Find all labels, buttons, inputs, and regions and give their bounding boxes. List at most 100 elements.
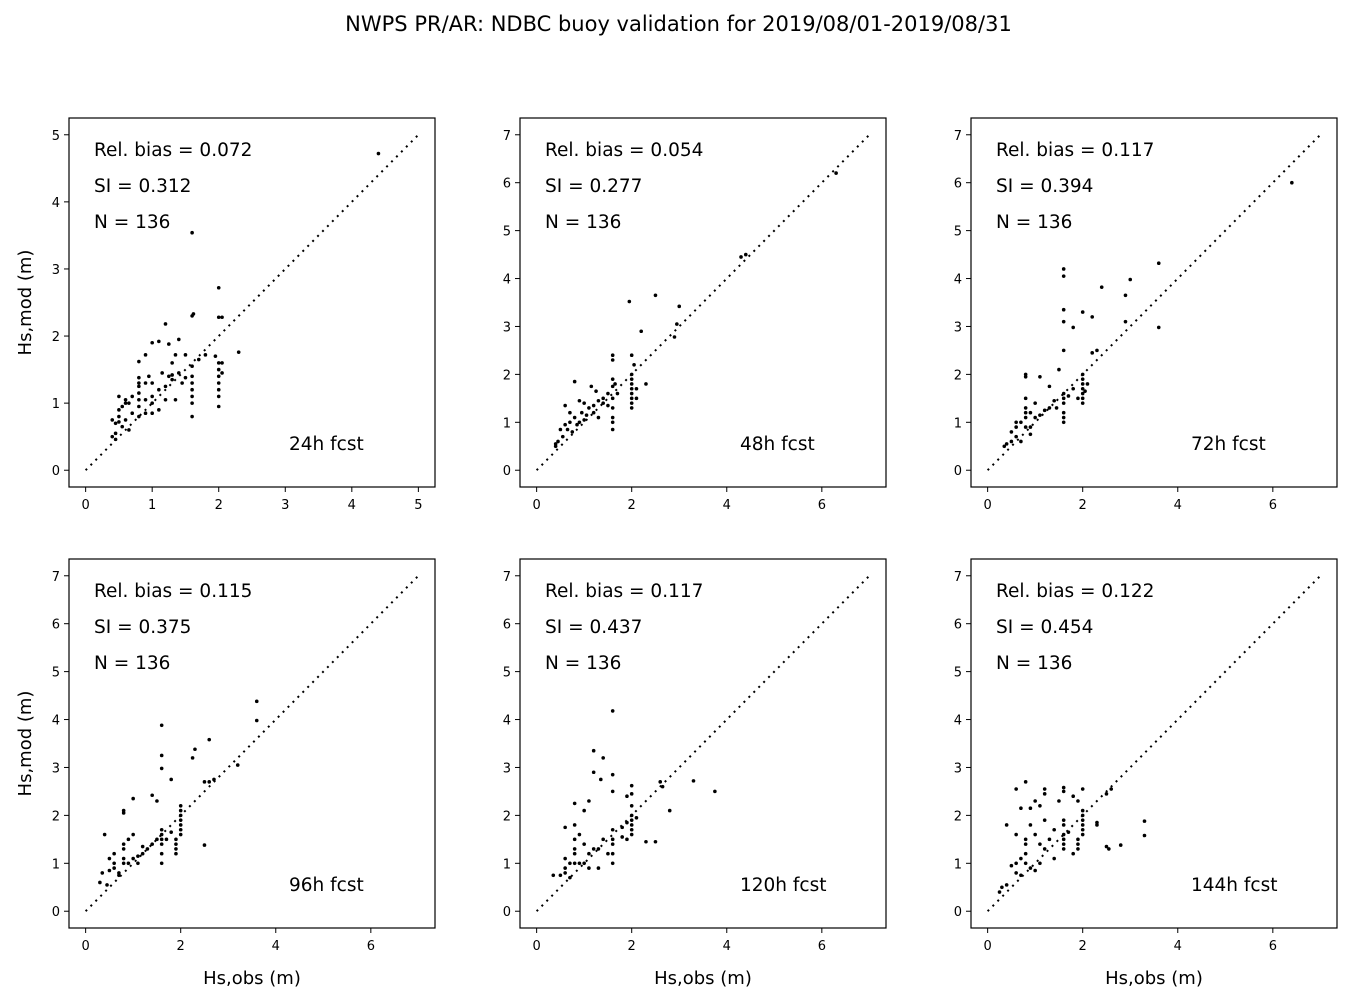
rel-bias-label: Rel. bias = 0.054: [545, 140, 703, 161]
y-tick-label: 7: [954, 129, 962, 144]
data-point: [596, 847, 601, 851]
data-point: [629, 803, 634, 808]
forecast-label: 24h fcst: [289, 434, 364, 455]
data-point: [1080, 372, 1085, 377]
x-tick-label: 0: [81, 498, 89, 513]
data-point: [572, 801, 577, 806]
data-point: [1095, 348, 1099, 353]
data-point: [629, 372, 634, 377]
x-tick-label: 0: [983, 498, 991, 513]
y-tick-label: 7: [954, 570, 962, 585]
data-point: [140, 851, 145, 856]
data-point: [1142, 819, 1147, 823]
x-tick-label: 4: [723, 498, 731, 513]
data-point: [113, 421, 118, 426]
y-tick-label: 0: [503, 905, 511, 920]
data-point: [137, 397, 141, 402]
data-point: [1118, 843, 1123, 847]
x-axis-label: Hs,obs (m): [1105, 968, 1203, 989]
data-point: [196, 357, 201, 362]
axes-frame: [519, 117, 887, 488]
data-point: [1076, 847, 1080, 851]
data-point: [220, 361, 224, 365]
y-tick-label: 2: [52, 809, 60, 824]
data-point: [1023, 415, 1028, 420]
axes-frame: [68, 117, 436, 488]
data-point: [216, 387, 221, 392]
data-point: [136, 861, 140, 866]
data-point: [207, 780, 212, 784]
data-point: [1080, 310, 1085, 314]
data-point: [159, 832, 164, 837]
data-point: [739, 255, 743, 259]
data-point: [1104, 792, 1109, 796]
y-tick-label: 0: [52, 905, 60, 920]
data-point: [170, 377, 174, 382]
rel-bias-label: Rel. bias = 0.115: [94, 581, 252, 602]
data-point: [629, 823, 634, 827]
data-point: [145, 847, 150, 851]
data-point: [1080, 386, 1085, 391]
y-tick-label: 0: [503, 464, 511, 479]
data-point: [143, 411, 148, 416]
data-point: [157, 339, 161, 344]
data-point: [613, 382, 617, 386]
data-point: [216, 367, 221, 372]
data-point: [568, 875, 572, 880]
data-point: [1038, 374, 1042, 379]
data-point: [136, 854, 140, 858]
data-point: [178, 832, 183, 837]
data-point: [216, 285, 221, 290]
scatter-panel-24h-fcst: 0 1 2 3 4 5 0 1 2 3 4 5 Rel. bias = 0.072 SI = 0.312 N…: [15, 117, 436, 513]
data-point: [1028, 432, 1033, 437]
data-point: [563, 825, 567, 830]
data-point: [629, 827, 634, 832]
data-point: [1080, 823, 1085, 827]
n-label: N = 136: [545, 653, 621, 674]
data-point: [137, 404, 141, 409]
data-point: [629, 783, 634, 788]
data-point: [568, 410, 572, 415]
data-point: [174, 851, 178, 856]
data-point: [672, 335, 677, 339]
data-point: [563, 422, 567, 427]
data-point: [606, 391, 610, 396]
data-point: [126, 837, 131, 842]
axes-frame: [970, 117, 1338, 488]
data-point: [105, 883, 109, 887]
data-point: [582, 418, 586, 422]
x-tick-label: 2: [1079, 498, 1087, 513]
data-point: [107, 868, 112, 873]
data-point: [1076, 396, 1080, 401]
data-point: [1090, 315, 1095, 319]
data-point: [123, 397, 128, 402]
data-point: [610, 377, 615, 381]
data-point: [589, 384, 594, 389]
data-point: [1019, 856, 1023, 861]
data-point: [131, 832, 135, 837]
data-point: [123, 418, 128, 422]
data-point: [1042, 787, 1047, 791]
data-point: [997, 890, 1002, 894]
data-point: [610, 420, 615, 425]
data-point: [1019, 439, 1023, 444]
si-label: SI = 0.375: [94, 617, 191, 638]
data-point: [1080, 832, 1085, 837]
data-point: [629, 792, 634, 796]
data-point: [159, 827, 164, 832]
data-point: [644, 382, 648, 386]
data-point: [1014, 861, 1018, 866]
data-point: [173, 353, 178, 357]
data-point: [190, 387, 194, 392]
data-point: [629, 382, 634, 386]
data-point: [130, 394, 135, 399]
data-point: [117, 873, 121, 878]
data-point: [596, 415, 601, 420]
data-point: [164, 837, 169, 842]
n-label: N = 136: [545, 212, 621, 233]
data-point: [1023, 396, 1028, 401]
y-tick-label: 1: [503, 416, 511, 431]
axes-frame: [519, 558, 887, 929]
data-point: [121, 856, 126, 861]
data-point: [1080, 787, 1085, 791]
